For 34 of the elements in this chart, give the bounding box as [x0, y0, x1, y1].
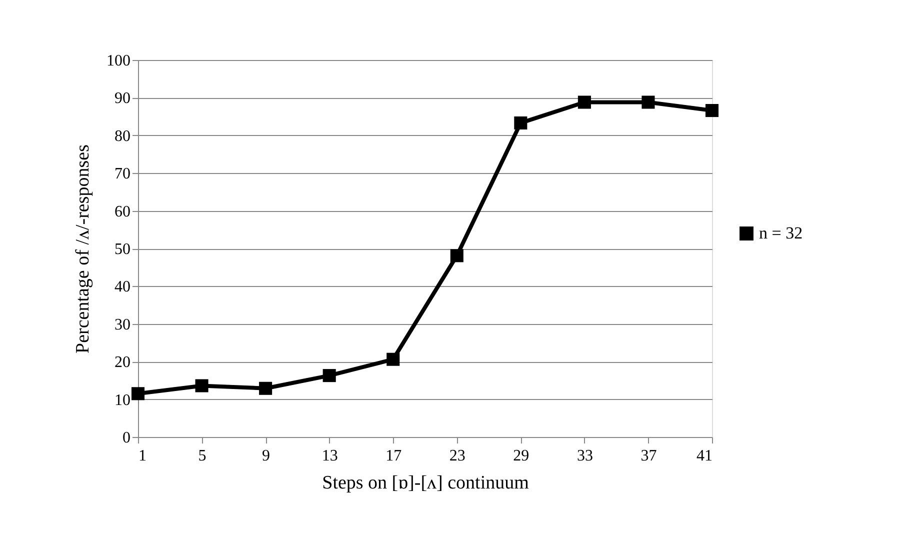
point — [514, 116, 528, 130]
y-tick-label: 90 — [114, 90, 130, 108]
x-tick-label: 41 — [696, 448, 712, 464]
y-tick-label: 30 — [114, 316, 130, 334]
legend-label: n = 32 — [759, 224, 803, 242]
x-axis-title: Steps on [ɒ]-[ʌ] continuum — [322, 472, 530, 494]
x-tick-label: 1 — [138, 448, 146, 464]
point — [705, 104, 719, 118]
y-axis-title: Percentage of /ʌ/-responses — [72, 144, 94, 354]
x-tick-label: 33 — [576, 448, 593, 464]
x-tick-label: 13 — [322, 448, 338, 464]
y-tick-label: 70 — [114, 166, 130, 183]
x-tick-label: 23 — [449, 448, 466, 464]
y-tick-label: 50 — [114, 241, 130, 258]
x-tick-label: 17 — [386, 448, 402, 464]
y-tick-label: 100 — [106, 52, 130, 70]
y-tick-label: 20 — [114, 354, 130, 372]
point — [259, 382, 272, 395]
point — [642, 96, 655, 109]
point — [195, 379, 208, 392]
point — [131, 387, 145, 400]
y-tick-label: 0 — [122, 430, 130, 446]
y-tick-label: 60 — [114, 203, 130, 220]
point — [578, 96, 591, 109]
point — [386, 352, 400, 366]
x-tick-label: 29 — [513, 448, 530, 464]
point — [322, 369, 336, 382]
x-tick-label: 9 — [262, 448, 270, 464]
y-tick-label: 10 — [114, 392, 130, 409]
x-tick-label: 5 — [198, 448, 206, 464]
x-tick-label: 37 — [640, 448, 657, 464]
y-tick-label: 80 — [114, 128, 130, 145]
point — [450, 249, 464, 262]
y-tick-label: 40 — [114, 278, 130, 296]
